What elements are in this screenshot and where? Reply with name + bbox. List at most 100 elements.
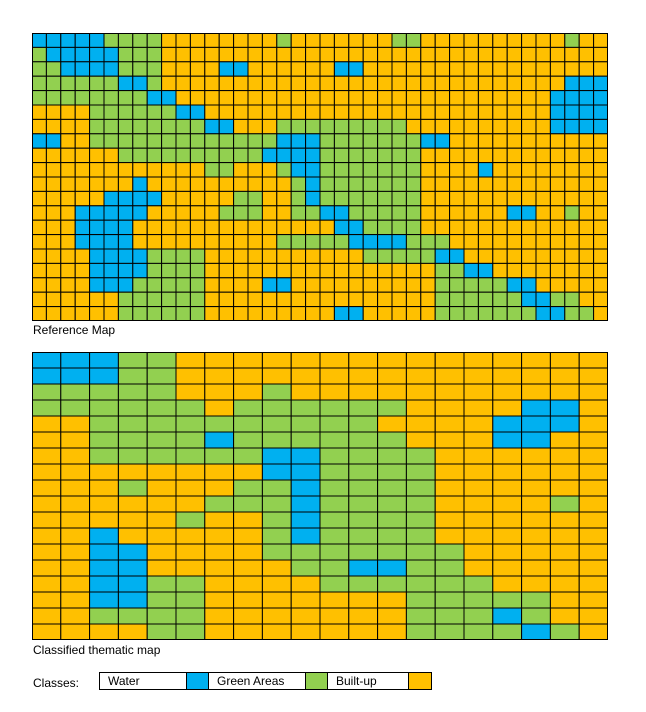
legend-swatch-built-up — [409, 673, 431, 689]
reference-map-cell — [290, 291, 307, 308]
classified-map-cell — [261, 431, 292, 449]
reference-map-cell — [117, 118, 134, 135]
classified-map-cell — [434, 559, 465, 577]
reference-map-cell — [218, 190, 235, 207]
reference-map-cell — [60, 46, 76, 63]
reference-map-cell — [535, 147, 551, 164]
reference-map-cell — [132, 219, 148, 236]
reference-map-cell — [578, 205, 595, 221]
classified-map-cell — [261, 367, 292, 385]
reference-map-cell — [89, 277, 105, 293]
reference-map-cell — [506, 306, 523, 321]
classified-map-cell — [319, 447, 350, 465]
reference-map-cell — [420, 277, 436, 293]
reference-map-cell — [103, 176, 119, 192]
classified-map-cell — [319, 463, 350, 481]
reference-map-cell — [477, 118, 494, 135]
reference-map-cell — [60, 291, 76, 308]
reference-map-cell — [32, 118, 47, 135]
reference-map-cell — [319, 277, 335, 293]
reference-map-cell — [74, 219, 91, 236]
reference-map-cell — [305, 234, 321, 250]
classified-map-cell — [261, 543, 292, 561]
reference-map-cell — [32, 205, 47, 221]
reference-map-cell — [276, 291, 292, 308]
classified-map-cell — [175, 527, 206, 545]
classified-map-cell — [175, 415, 206, 433]
classified-map-cell — [261, 511, 292, 529]
reference-map-cell — [593, 234, 608, 250]
classified-map-cell — [463, 399, 494, 417]
reference-map-cell — [161, 277, 177, 293]
reference-map-cell — [261, 104, 278, 120]
reference-map-cell — [449, 147, 465, 164]
reference-map-cell — [233, 205, 249, 221]
reference-map-cell — [578, 277, 595, 293]
classified-map-cell — [348, 352, 379, 369]
classified-map-cell — [348, 367, 379, 385]
reference-map-cell — [405, 205, 422, 221]
reference-map-cell — [391, 190, 407, 207]
classified-map-cell — [377, 383, 407, 401]
reference-map-cell — [74, 277, 91, 293]
reference-map-cell — [290, 176, 307, 192]
reference-map-cell — [233, 90, 249, 106]
reference-map-cell — [305, 75, 321, 92]
reference-map-cell — [45, 234, 62, 250]
reference-map-cell — [521, 162, 537, 178]
classified-map-cell — [463, 527, 494, 545]
reference-map-cell — [117, 219, 134, 236]
reference-map-cell — [420, 75, 436, 92]
reference-map-cell — [175, 277, 191, 293]
classified-map-cell — [492, 352, 523, 369]
classified-map-cell — [204, 575, 235, 593]
reference-map-cell — [218, 133, 235, 149]
classified-map-cell — [146, 575, 177, 593]
classified-map-cell — [492, 591, 523, 609]
reference-map-cell — [74, 176, 91, 192]
reference-map-cell — [117, 75, 134, 92]
classified-map-cell — [521, 575, 551, 593]
reference-map-cell — [535, 277, 551, 293]
reference-map-cell — [60, 162, 76, 178]
reference-map-cell — [218, 219, 235, 236]
reference-map-cell — [204, 219, 220, 236]
reference-map-cell — [32, 33, 47, 48]
reference-map-cell — [434, 306, 451, 321]
reference-map-cell — [463, 190, 479, 207]
reference-map-cell — [189, 306, 206, 321]
reference-map-cell — [218, 234, 235, 250]
reference-map-cell — [132, 277, 148, 293]
classified-map-cell — [290, 591, 321, 609]
classified-map-cell — [492, 431, 523, 449]
classified-map-cell — [521, 607, 551, 625]
classified-map-cell — [261, 623, 292, 640]
reference-map-cell — [45, 162, 62, 178]
classified-map-cell — [89, 447, 119, 465]
classified-map-cell — [463, 352, 494, 369]
classified-map-cell — [290, 447, 321, 465]
classified-map-cell — [89, 591, 119, 609]
classified-map-cell — [492, 383, 523, 401]
classified-map-caption: Classified thematic map — [33, 643, 161, 657]
classified-map-cell — [578, 399, 608, 417]
classified-map-cell — [578, 495, 608, 513]
classified-map-cell — [578, 367, 608, 385]
classified-map-cell — [521, 399, 551, 417]
classified-map-cell — [492, 447, 523, 465]
reference-map-cell — [549, 46, 566, 63]
reference-map-cell — [348, 277, 364, 293]
reference-map-cell — [449, 46, 465, 63]
reference-map-cell — [32, 306, 47, 321]
classified-map-cell — [32, 399, 62, 417]
classified-map-cell — [521, 447, 551, 465]
reference-map-cell — [362, 46, 379, 63]
reference-map-cell — [391, 176, 407, 192]
reference-map-cell — [521, 277, 537, 293]
classified-map-cell — [549, 447, 580, 465]
reference-map-cell — [117, 306, 134, 321]
reference-map-cell — [89, 162, 105, 178]
classified-map-cell — [60, 383, 91, 401]
classified-map-cell — [117, 591, 148, 609]
reference-map-cell — [189, 75, 206, 92]
